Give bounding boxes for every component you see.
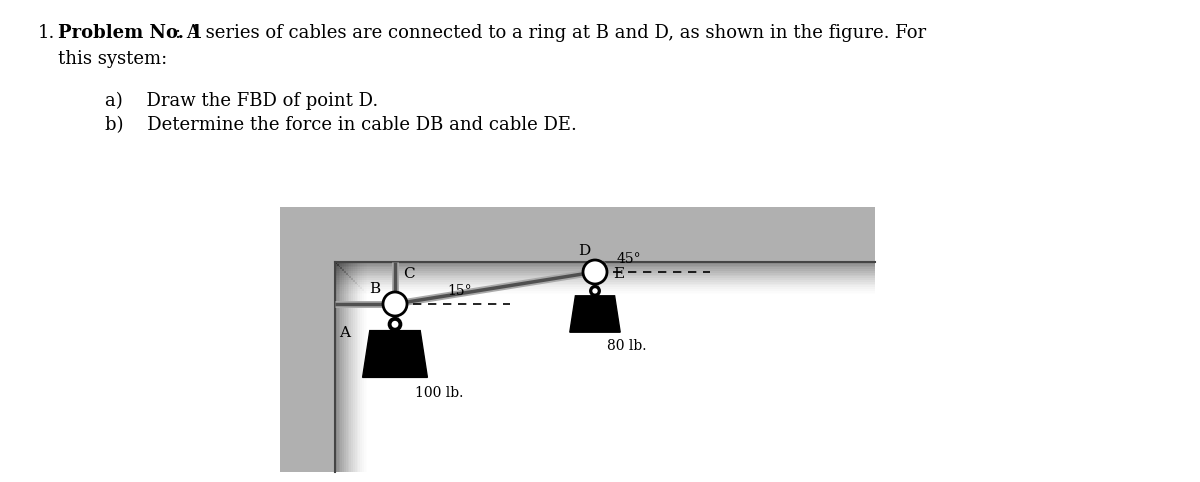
Text: 100 lb.: 100 lb. <box>415 386 463 400</box>
Polygon shape <box>348 275 349 276</box>
Polygon shape <box>335 264 875 266</box>
Text: 45°: 45° <box>617 252 642 266</box>
Polygon shape <box>349 262 352 472</box>
Polygon shape <box>335 280 875 282</box>
Polygon shape <box>352 278 353 280</box>
Polygon shape <box>280 207 335 472</box>
Polygon shape <box>359 285 360 287</box>
Polygon shape <box>335 285 875 287</box>
Polygon shape <box>335 262 337 264</box>
Polygon shape <box>346 273 348 275</box>
Text: : A series of cables are connected to a ring at B and D, as shown in the figure.: : A series of cables are connected to a … <box>175 24 926 42</box>
Circle shape <box>590 286 600 296</box>
Polygon shape <box>335 266 875 268</box>
Polygon shape <box>344 262 346 472</box>
Polygon shape <box>570 296 620 332</box>
Polygon shape <box>344 271 346 273</box>
Polygon shape <box>342 269 344 271</box>
Polygon shape <box>335 271 875 273</box>
Polygon shape <box>349 276 352 278</box>
Polygon shape <box>353 262 355 472</box>
Circle shape <box>593 288 598 294</box>
Text: C: C <box>403 267 415 281</box>
Polygon shape <box>348 262 349 472</box>
Polygon shape <box>362 331 427 377</box>
Polygon shape <box>355 262 356 472</box>
Polygon shape <box>280 207 875 262</box>
Text: A: A <box>340 326 350 340</box>
Polygon shape <box>356 262 359 472</box>
Text: 80 lb.: 80 lb. <box>607 339 647 353</box>
Polygon shape <box>352 262 353 472</box>
Text: a)  Draw the FBD of point D.: a) Draw the FBD of point D. <box>106 92 378 110</box>
Polygon shape <box>359 262 360 472</box>
Polygon shape <box>341 262 342 472</box>
Polygon shape <box>341 268 342 269</box>
Circle shape <box>383 292 407 316</box>
Text: E: E <box>613 267 624 281</box>
Polygon shape <box>353 280 355 282</box>
Polygon shape <box>335 273 875 275</box>
Polygon shape <box>335 276 875 278</box>
Text: D: D <box>577 244 590 258</box>
Polygon shape <box>335 278 875 280</box>
Polygon shape <box>337 264 338 266</box>
Polygon shape <box>335 262 875 264</box>
Polygon shape <box>335 275 875 276</box>
Polygon shape <box>342 262 344 472</box>
Circle shape <box>389 318 401 331</box>
Polygon shape <box>337 262 338 472</box>
Polygon shape <box>335 268 875 269</box>
Text: b)  Determine the force in cable DB and cable DE.: b) Determine the force in cable DB and c… <box>106 116 577 134</box>
Polygon shape <box>355 282 356 283</box>
Polygon shape <box>335 282 875 283</box>
Text: 15°: 15° <box>446 284 472 298</box>
Polygon shape <box>335 262 875 472</box>
Text: this system:: this system: <box>58 50 167 68</box>
Text: B: B <box>368 282 380 296</box>
Polygon shape <box>346 262 348 472</box>
Polygon shape <box>335 283 875 285</box>
Circle shape <box>583 260 607 284</box>
Text: 1.: 1. <box>38 24 55 42</box>
Polygon shape <box>335 262 337 472</box>
Circle shape <box>391 321 398 328</box>
Polygon shape <box>335 269 875 271</box>
Polygon shape <box>338 266 341 268</box>
Polygon shape <box>338 262 341 472</box>
Polygon shape <box>356 283 359 285</box>
Text: Problem No. 1: Problem No. 1 <box>58 24 203 42</box>
